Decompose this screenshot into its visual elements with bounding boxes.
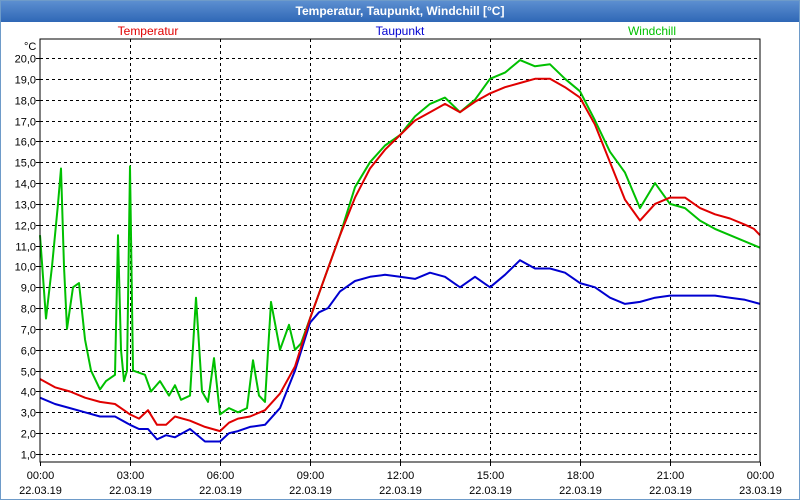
- x-tick-date-label: 22.03.19: [559, 485, 602, 497]
- x-tick-date-label: 22.03.19: [289, 485, 332, 497]
- x-tick-date-label: 23.03.19: [739, 485, 782, 497]
- x-tick-date-label: 22.03.19: [19, 485, 62, 497]
- y-tick-label: 15,0: [15, 158, 36, 170]
- x-tick-time-label: 03:00: [117, 470, 145, 482]
- grid-lines: [40, 39, 760, 462]
- x-tick-time-label: 00:00: [27, 470, 55, 482]
- y-tick-label: 20,0: [15, 54, 36, 66]
- window-title: Temperatur, Taupunkt, Windchill [°C]: [1, 1, 799, 22]
- legend-entry-taupunkt: Taupunkt: [376, 24, 425, 38]
- x-tick-date-label: 22.03.19: [649, 485, 692, 497]
- y-tick-label: 6,0: [21, 346, 36, 358]
- x-tick-time-label: 15:00: [477, 470, 505, 482]
- y-tick-label: 4,0: [21, 387, 36, 399]
- x-tick-date-label: 22.03.19: [469, 485, 512, 497]
- y-tick-label: 13,0: [15, 200, 36, 212]
- y-tick-label: 11,0: [15, 242, 36, 254]
- x-tick-time-label: 21:00: [657, 470, 685, 482]
- x-axis-ticks: 00:00 22.03.19 03:00 22.03.19 06:00 22.03.19 0…: [19, 462, 782, 497]
- y-tick-label: 18,0: [15, 96, 36, 108]
- x-tick-time-label: 12:00: [387, 470, 415, 482]
- series-line-taupunkt: [39, 259, 761, 443]
- x-tick-date-label: 22.03.19: [199, 485, 242, 497]
- y-axis-unit-label: °C: [24, 41, 36, 53]
- y-tick-label: 7,0: [21, 325, 36, 337]
- y-tick-label: 16,0: [15, 137, 36, 149]
- y-tick-label: 10,0: [15, 262, 36, 274]
- y-tick-label: 2,0: [21, 429, 36, 441]
- y-tick-label: 8,0: [21, 304, 36, 316]
- x-tick-date-label: 22.03.19: [109, 485, 152, 497]
- y-tick-label: 17,0: [15, 117, 36, 129]
- y-tick-label: 12,0: [15, 221, 36, 233]
- legend: Temperatur Taupunkt Windchill: [118, 24, 676, 38]
- series-lines: [39, 59, 761, 443]
- y-tick-label: 19,0: [15, 75, 36, 87]
- y-tick-label: 14,0: [15, 179, 36, 191]
- x-tick-time-label: 06:00: [207, 470, 235, 482]
- series-line-temperatur: [39, 77, 761, 433]
- series-line-windchill: [39, 59, 761, 416]
- x-tick-time-label: 09:00: [297, 470, 325, 482]
- x-tick-time-label: 18:00: [567, 470, 595, 482]
- x-tick-time-label: 00:00: [747, 470, 775, 482]
- y-tick-label: 9,0: [21, 283, 36, 295]
- legend-entry-temperatur: Temperatur: [118, 24, 179, 38]
- y-tick-label: 3,0: [21, 408, 36, 420]
- y-axis-ticks: 1,0 2,0 3,0 4,0 5,0 6,0 7,0 8,0 9,0 10,0 11,0 12,0 1…: [15, 54, 40, 462]
- legend-entry-windchill: Windchill: [628, 24, 676, 38]
- x-tick-date-label: 22.03.19: [379, 485, 422, 497]
- y-tick-label: 5,0: [21, 367, 36, 379]
- y-tick-label: 1,0: [21, 450, 36, 462]
